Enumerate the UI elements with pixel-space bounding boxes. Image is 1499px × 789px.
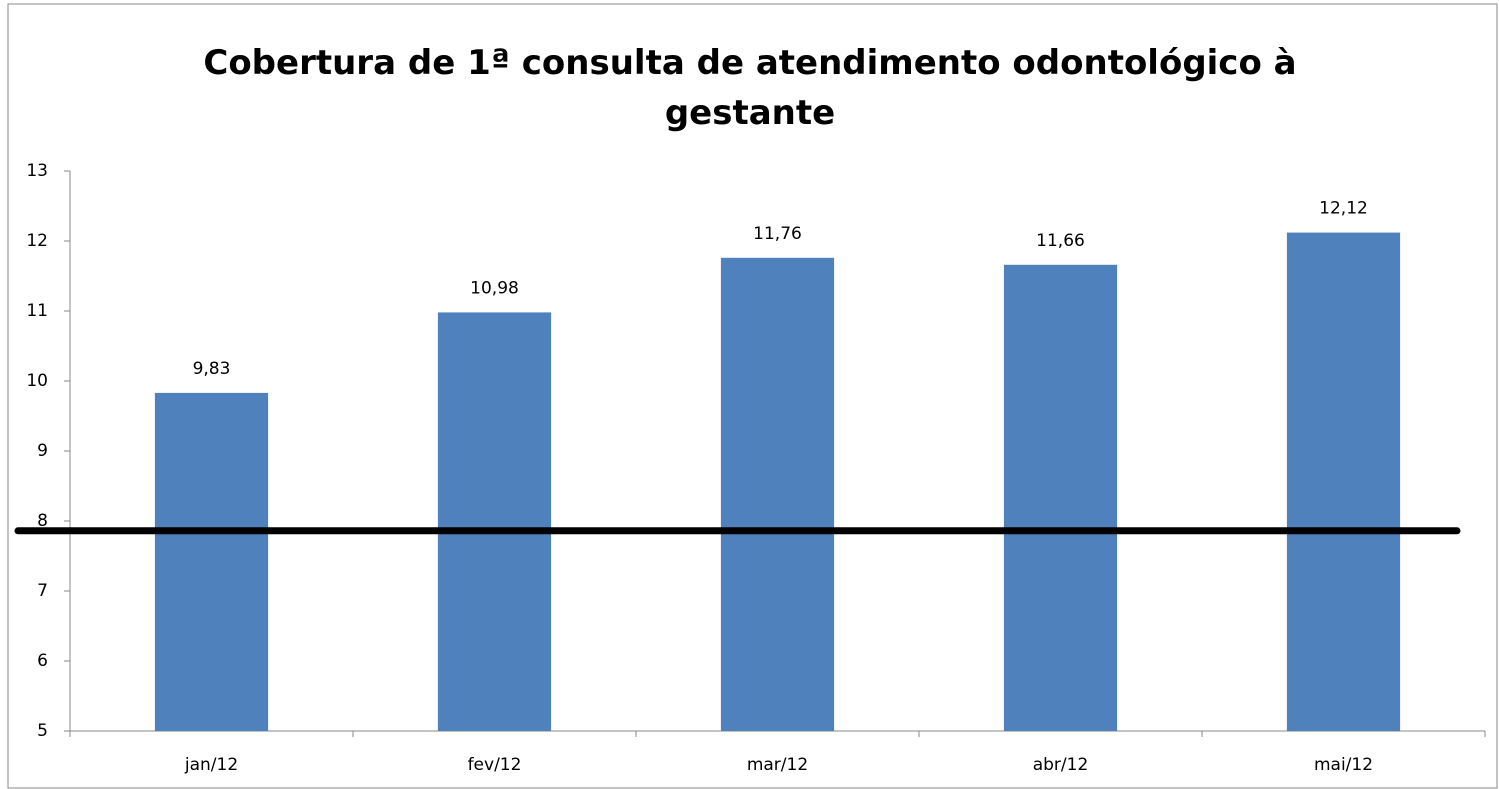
- y-tick-label: 13: [26, 161, 48, 181]
- bar: [437, 312, 552, 731]
- data-label: 9,83: [193, 359, 231, 379]
- bar: [154, 392, 269, 731]
- x-tick-label: jan/12: [184, 755, 238, 775]
- y-tick-label: 12: [26, 231, 48, 251]
- y-tick-label: 6: [37, 651, 48, 671]
- x-tick-label: abr/12: [1033, 755, 1089, 775]
- bar: [1286, 232, 1401, 731]
- bar: [720, 257, 835, 731]
- chart-title: Cobertura de 1ª consulta de atendimento …: [203, 43, 1297, 133]
- y-tick-label: 9: [37, 441, 48, 461]
- x-tick-label: fev/12: [468, 755, 522, 775]
- x-tick-label: mar/12: [747, 755, 808, 775]
- data-label: 12,12: [1319, 199, 1368, 219]
- y-tick-label: 7: [37, 581, 48, 601]
- y-tick-label: 8: [37, 511, 48, 531]
- data-label: 10,98: [470, 278, 519, 298]
- y-tick-label: 11: [26, 301, 48, 321]
- data-label: 11,76: [753, 224, 802, 244]
- bar: [1003, 264, 1118, 731]
- data-label: 11,66: [1036, 231, 1085, 251]
- x-tick-label: mai/12: [1314, 755, 1373, 775]
- y-tick-label: 5: [37, 721, 48, 741]
- y-tick-label: 10: [26, 371, 48, 391]
